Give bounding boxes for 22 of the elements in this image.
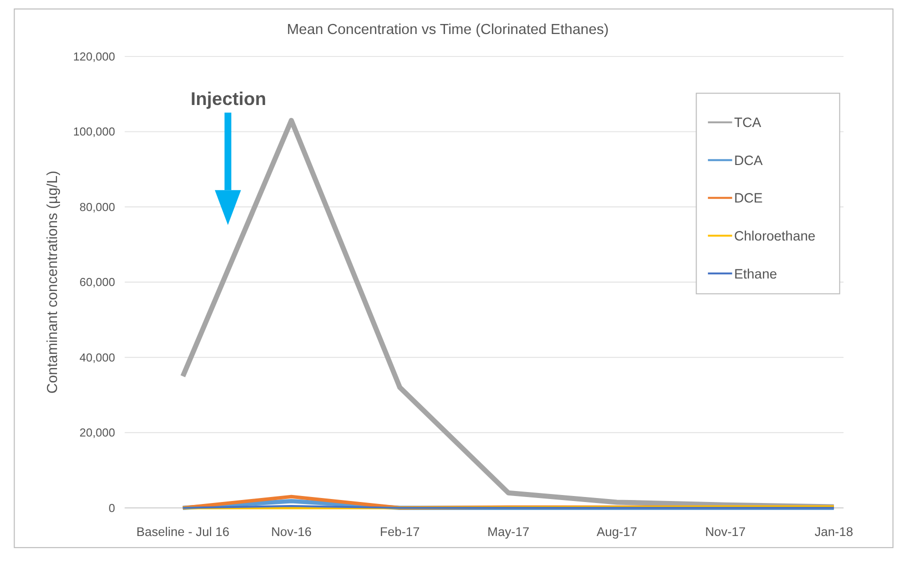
chart-title: Mean Concentration vs Time (Clorinated Ethanes) bbox=[286, 22, 609, 38]
x-tick-label: Baseline - Jul 16 bbox=[136, 524, 230, 539]
legend-label: DCA bbox=[734, 152, 764, 168]
legend-label: Ethane bbox=[734, 266, 778, 282]
x-tick-label: Nov-17 bbox=[705, 524, 746, 539]
y-tick-label: 80,000 bbox=[80, 200, 116, 214]
x-tick-label: Aug-17 bbox=[596, 524, 638, 539]
y-tick-label: 40,000 bbox=[80, 351, 116, 364]
y-tick-label: 60,000 bbox=[80, 276, 116, 290]
x-tick-label: May-17 bbox=[487, 524, 530, 539]
y-tick-label: 100,000 bbox=[73, 126, 116, 139]
x-tick-label: Feb-17 bbox=[380, 524, 420, 539]
y-tick-label: 20,000 bbox=[80, 426, 116, 440]
y-axis-title: Contaminant concentrations (µg/L) bbox=[44, 170, 61, 394]
legend-label: TCA bbox=[734, 115, 762, 130]
x-tick-label: Jan-18 bbox=[814, 524, 854, 539]
y-tick-label: 120,000 bbox=[73, 50, 116, 64]
legend-label: DCE bbox=[734, 190, 763, 206]
annotation: Injection bbox=[190, 88, 266, 109]
y-tick-label: 0 bbox=[108, 502, 116, 515]
x-tick-label: Nov-16 bbox=[271, 524, 312, 539]
legend-label: Chloroethane bbox=[734, 228, 816, 244]
